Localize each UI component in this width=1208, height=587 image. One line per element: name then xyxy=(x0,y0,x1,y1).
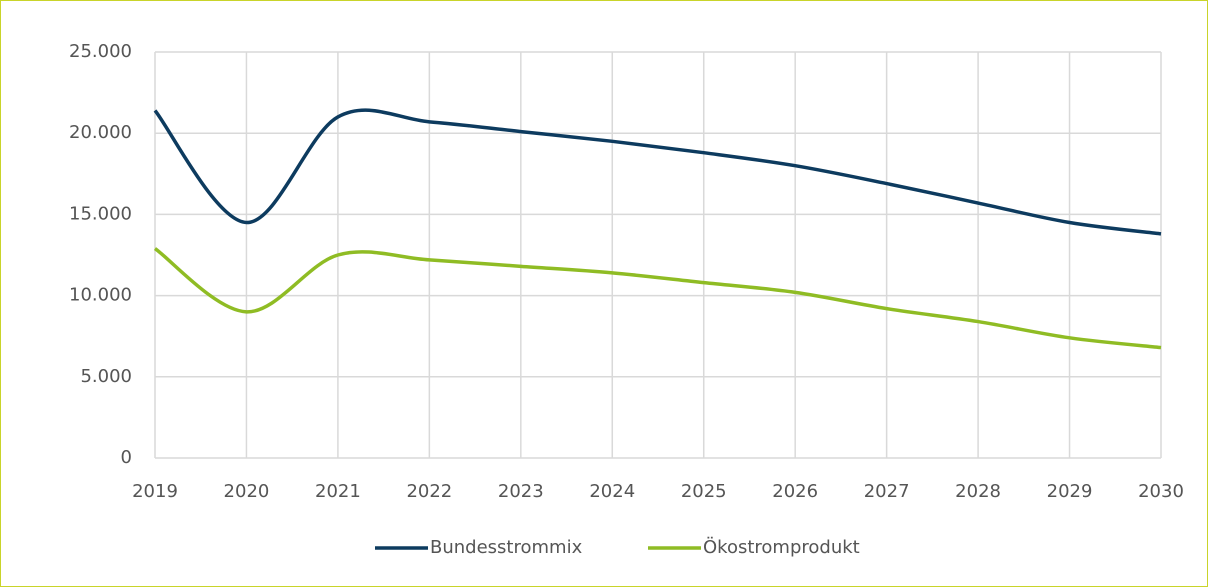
y-tick-label: 10.000 xyxy=(69,285,132,306)
x-tick-label: 2023 xyxy=(498,481,544,502)
legend-label: Bundesstrommix xyxy=(430,537,583,558)
y-tick-label: 15.000 xyxy=(69,203,132,224)
x-tick-label: 2030 xyxy=(1138,481,1184,502)
series-line xyxy=(153,247,1162,350)
x-tick-label: 2019 xyxy=(132,481,178,502)
x-tick-label: 2021 xyxy=(315,481,361,502)
y-tick-label: 0 xyxy=(121,447,132,468)
legend-label: Ökostromprodukt xyxy=(703,536,860,558)
y-tick-label: 5.000 xyxy=(80,366,132,387)
y-tick-label: 25.000 xyxy=(69,41,132,62)
x-tick-label: 2020 xyxy=(224,481,270,502)
y-tick-label: 20.000 xyxy=(69,122,132,143)
x-tick-label: 2029 xyxy=(1047,481,1093,502)
series-line xyxy=(153,108,1162,236)
x-tick-label: 2024 xyxy=(589,481,635,502)
x-tick-label: 2026 xyxy=(772,481,818,502)
x-tick-label: 2027 xyxy=(864,481,910,502)
x-tick-label: 2022 xyxy=(406,481,452,502)
x-tick-label: 2025 xyxy=(681,481,727,502)
x-tick-label: 2028 xyxy=(955,481,1001,502)
